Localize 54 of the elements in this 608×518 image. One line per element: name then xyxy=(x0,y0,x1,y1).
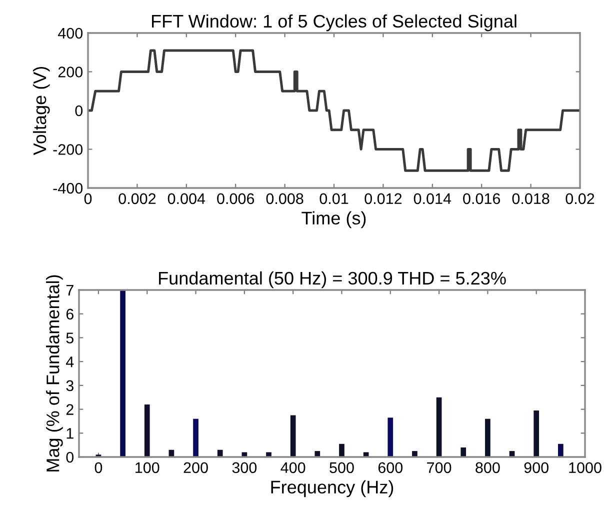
bar xyxy=(460,447,466,457)
y-tick-label: 2 xyxy=(66,404,74,415)
x-tick-label: 0.014 xyxy=(414,193,452,204)
bar xyxy=(242,452,248,457)
y-tick-label: 7 xyxy=(66,285,74,296)
x-tick-label: 0 xyxy=(84,193,92,204)
x-tick-label: 0.02 xyxy=(566,193,594,204)
x-tick-label: 0.006 xyxy=(217,193,254,204)
x-tick-label: 200 xyxy=(184,462,208,474)
y-tick-label: 0 xyxy=(66,452,74,463)
y-tick-label: 1 xyxy=(66,428,74,439)
x-axis-title: Time (s) xyxy=(302,211,366,228)
x-tick-label: 0.012 xyxy=(364,193,402,204)
bar xyxy=(558,444,564,457)
x-tick-label: 800 xyxy=(476,462,500,474)
bar xyxy=(388,418,394,457)
x-tick-label: 600 xyxy=(378,462,403,474)
x-tick-label: 0.002 xyxy=(118,193,156,204)
y-tick-label: 5 xyxy=(66,332,74,344)
x-tick-label: 300 xyxy=(232,462,257,474)
x-tick-label: 700 xyxy=(427,462,452,474)
bar xyxy=(290,415,296,457)
chart-title: FFT Window: 1 of 5 Cycles of Selected Signal xyxy=(152,14,516,32)
bar xyxy=(144,404,150,457)
y-tick-label: 6 xyxy=(66,308,74,320)
x-tick-label: 900 xyxy=(524,462,548,474)
y-tick-label: 0 xyxy=(75,105,83,116)
y-axis-title: Mag (% of Fundamental) xyxy=(46,275,63,472)
x-tick-label: 400 xyxy=(280,462,306,474)
x-tick-label: 0.01 xyxy=(320,193,348,204)
bar xyxy=(339,444,344,457)
x-tick-label: 0.018 xyxy=(512,193,550,204)
bar xyxy=(485,418,490,457)
x-tick-label: 1000 xyxy=(569,462,602,474)
y-tick-label: -400 xyxy=(53,182,83,194)
bar xyxy=(120,290,126,457)
x-tick-label: 0.004 xyxy=(168,193,206,204)
y-tick-label: -200 xyxy=(53,144,83,155)
y-tick-label: 3 xyxy=(66,380,74,392)
bar xyxy=(436,397,442,457)
x-tick-label: 0 xyxy=(94,462,102,474)
chart-title: Fundamental (50 Hz) = 300.9 THD = 5.23% xyxy=(159,271,506,288)
x-tick-label: 0.008 xyxy=(266,193,304,204)
line-series xyxy=(88,49,580,172)
y-tick-label: 400 xyxy=(58,28,83,39)
y-tick-label: 4 xyxy=(66,356,74,368)
x-tick-label: 500 xyxy=(330,462,354,474)
x-axis-title: Frequency (Hz) xyxy=(271,480,394,498)
bar xyxy=(534,410,540,457)
bar xyxy=(193,418,198,457)
x-tick-label: 100 xyxy=(136,462,160,474)
y-tick-label: 200 xyxy=(58,66,83,78)
y-axis-title: Voltage (V) xyxy=(32,66,50,156)
x-tick-label: 0.016 xyxy=(463,193,500,204)
